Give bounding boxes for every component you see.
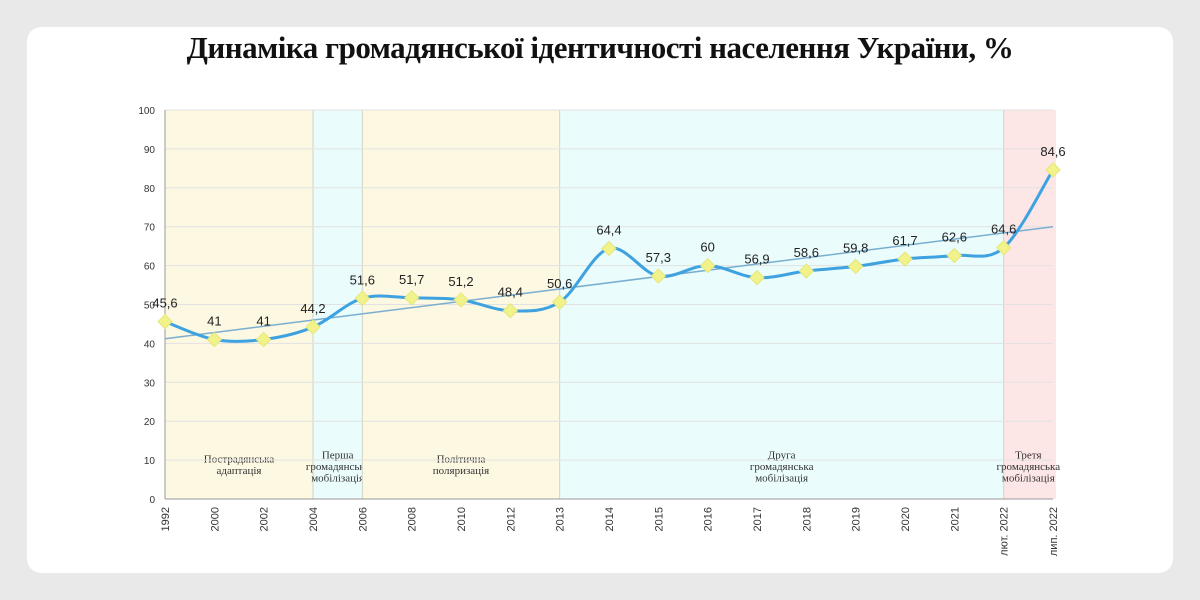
data-label: 57,3 xyxy=(646,250,671,265)
period-label: громадянська xyxy=(997,461,1061,473)
y-tick-label: 100 xyxy=(138,106,155,117)
x-tick-label: лют. 2022 xyxy=(999,507,1011,556)
data-label: 51,2 xyxy=(448,274,473,289)
data-label: 56,9 xyxy=(744,252,769,267)
data-point xyxy=(601,240,617,257)
x-tick-label: 2000 xyxy=(209,507,221,531)
x-tick-label: 1992 xyxy=(160,507,172,531)
data-label: 59,8 xyxy=(843,240,868,255)
data-label: 84,6 xyxy=(1040,144,1065,159)
data-label: 58,6 xyxy=(794,245,819,260)
period-label: поляризація xyxy=(433,465,489,477)
y-tick-label: 20 xyxy=(144,417,156,428)
x-tick-label: 2018 xyxy=(801,507,813,531)
y-tick-label: 60 xyxy=(144,262,156,273)
y-tick-label: 30 xyxy=(144,378,156,389)
data-label: 64,6 xyxy=(991,222,1016,237)
x-tick-label: 2021 xyxy=(949,507,961,531)
period-label: Друга xyxy=(768,450,796,462)
period-label: адаптація xyxy=(217,465,262,477)
data-point xyxy=(502,303,519,319)
period-label: Перша xyxy=(322,450,354,462)
x-tick-label: 2015 xyxy=(653,507,665,531)
data-point xyxy=(157,313,173,330)
data-label: 41 xyxy=(256,314,270,329)
data-label: 51,7 xyxy=(399,272,424,287)
period-label: громадянська xyxy=(750,461,814,473)
data-label: 60 xyxy=(700,240,714,255)
data-label: 44,2 xyxy=(300,301,325,316)
data-point xyxy=(354,290,371,306)
data-point xyxy=(206,331,223,348)
period-label: мобілізація xyxy=(1002,473,1055,485)
y-tick-label: 0 xyxy=(149,495,155,506)
data-point xyxy=(995,239,1012,256)
data-point xyxy=(453,292,469,308)
x-tick-label: 2013 xyxy=(555,507,567,531)
period-label: мобілізація xyxy=(311,473,364,485)
x-tick-label: 2010 xyxy=(456,507,468,531)
data-point xyxy=(749,269,765,286)
x-tick-label: 2014 xyxy=(604,507,616,531)
period-label: Третя xyxy=(1015,450,1041,462)
y-tick-label: 80 xyxy=(144,184,156,195)
period-label: Пострадянська xyxy=(204,453,275,465)
data-point xyxy=(699,257,716,274)
y-tick-label: 90 xyxy=(144,145,156,156)
data-point xyxy=(798,263,815,279)
x-tick-label: 2016 xyxy=(703,507,715,531)
y-tick-label: 40 xyxy=(144,339,156,350)
data-point xyxy=(650,268,667,284)
data-point xyxy=(897,251,913,267)
data-label: 62,6 xyxy=(942,229,967,244)
y-tick-label: 50 xyxy=(144,301,156,312)
x-tick-label: 2004 xyxy=(308,507,320,531)
data-label: 61,7 xyxy=(892,233,917,248)
y-tick-label: 70 xyxy=(144,223,156,234)
y-tick-label: 10 xyxy=(144,456,156,467)
data-label: 48,4 xyxy=(498,285,523,300)
data-point xyxy=(551,294,568,310)
data-point xyxy=(1045,162,1061,178)
x-tick-label: 2019 xyxy=(851,507,863,531)
x-tick-label: 2020 xyxy=(900,507,912,531)
data-point xyxy=(403,290,420,306)
period-label: мобілізація xyxy=(755,473,808,485)
x-tick-label: 2017 xyxy=(752,507,764,531)
data-point xyxy=(255,331,272,348)
x-tick-label: 2006 xyxy=(357,507,369,531)
data-label: 41 xyxy=(207,314,221,329)
x-tick-label: 2002 xyxy=(259,507,271,531)
data-label: 51,6 xyxy=(350,272,375,287)
data-label: 45,6 xyxy=(152,296,177,311)
x-tick-label: 2012 xyxy=(505,507,517,531)
period-label: Політична xyxy=(437,453,486,465)
data-label: 64,4 xyxy=(596,222,621,237)
data-point xyxy=(305,319,321,335)
chart-title: Динаміка громадянської ідентичності насе… xyxy=(186,30,1014,65)
data-label: 50,6 xyxy=(547,276,572,291)
data-point xyxy=(847,258,864,275)
period-label: громадянська xyxy=(306,461,370,473)
x-tick-label: 2008 xyxy=(407,507,419,531)
data-point xyxy=(946,247,963,264)
x-tick-label: лип. 2022 xyxy=(1048,507,1060,556)
